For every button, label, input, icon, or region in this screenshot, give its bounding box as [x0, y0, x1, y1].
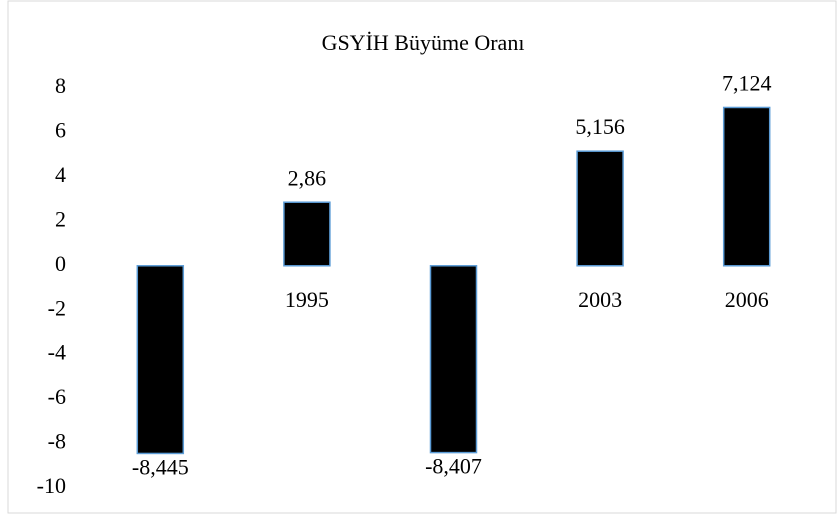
chart-frame — [7, 0, 837, 514]
y-tick-label: 2 — [55, 206, 66, 231]
bar — [576, 150, 624, 267]
y-tick-label: -8 — [48, 429, 66, 454]
y-tick-label: -6 — [48, 384, 66, 409]
bar — [283, 201, 331, 267]
y-tick-label: -4 — [48, 340, 66, 365]
data-label: 2,86 — [288, 165, 327, 190]
data-label: 5,156 — [575, 114, 625, 139]
y-tick-label: -2 — [48, 295, 66, 320]
y-tick-label: 8 — [55, 73, 66, 98]
bar — [429, 265, 478, 454]
data-label: -8,445 — [132, 454, 189, 479]
y-tick-label: 0 — [55, 251, 66, 276]
data-label: 7,124 — [722, 71, 772, 96]
x-tick-label: 2003 — [578, 287, 622, 312]
bar — [136, 265, 185, 455]
y-tick-label: -10 — [37, 473, 66, 498]
bar — [722, 106, 771, 267]
chart-title: GSYİH Büyüme Oranı — [322, 30, 525, 55]
y-tick-label: 6 — [55, 117, 66, 142]
x-tick-label: 1995 — [285, 287, 329, 312]
x-tick-label: 2006 — [725, 287, 769, 312]
y-tick-label: 4 — [55, 162, 66, 187]
data-label: -8,407 — [425, 454, 482, 479]
